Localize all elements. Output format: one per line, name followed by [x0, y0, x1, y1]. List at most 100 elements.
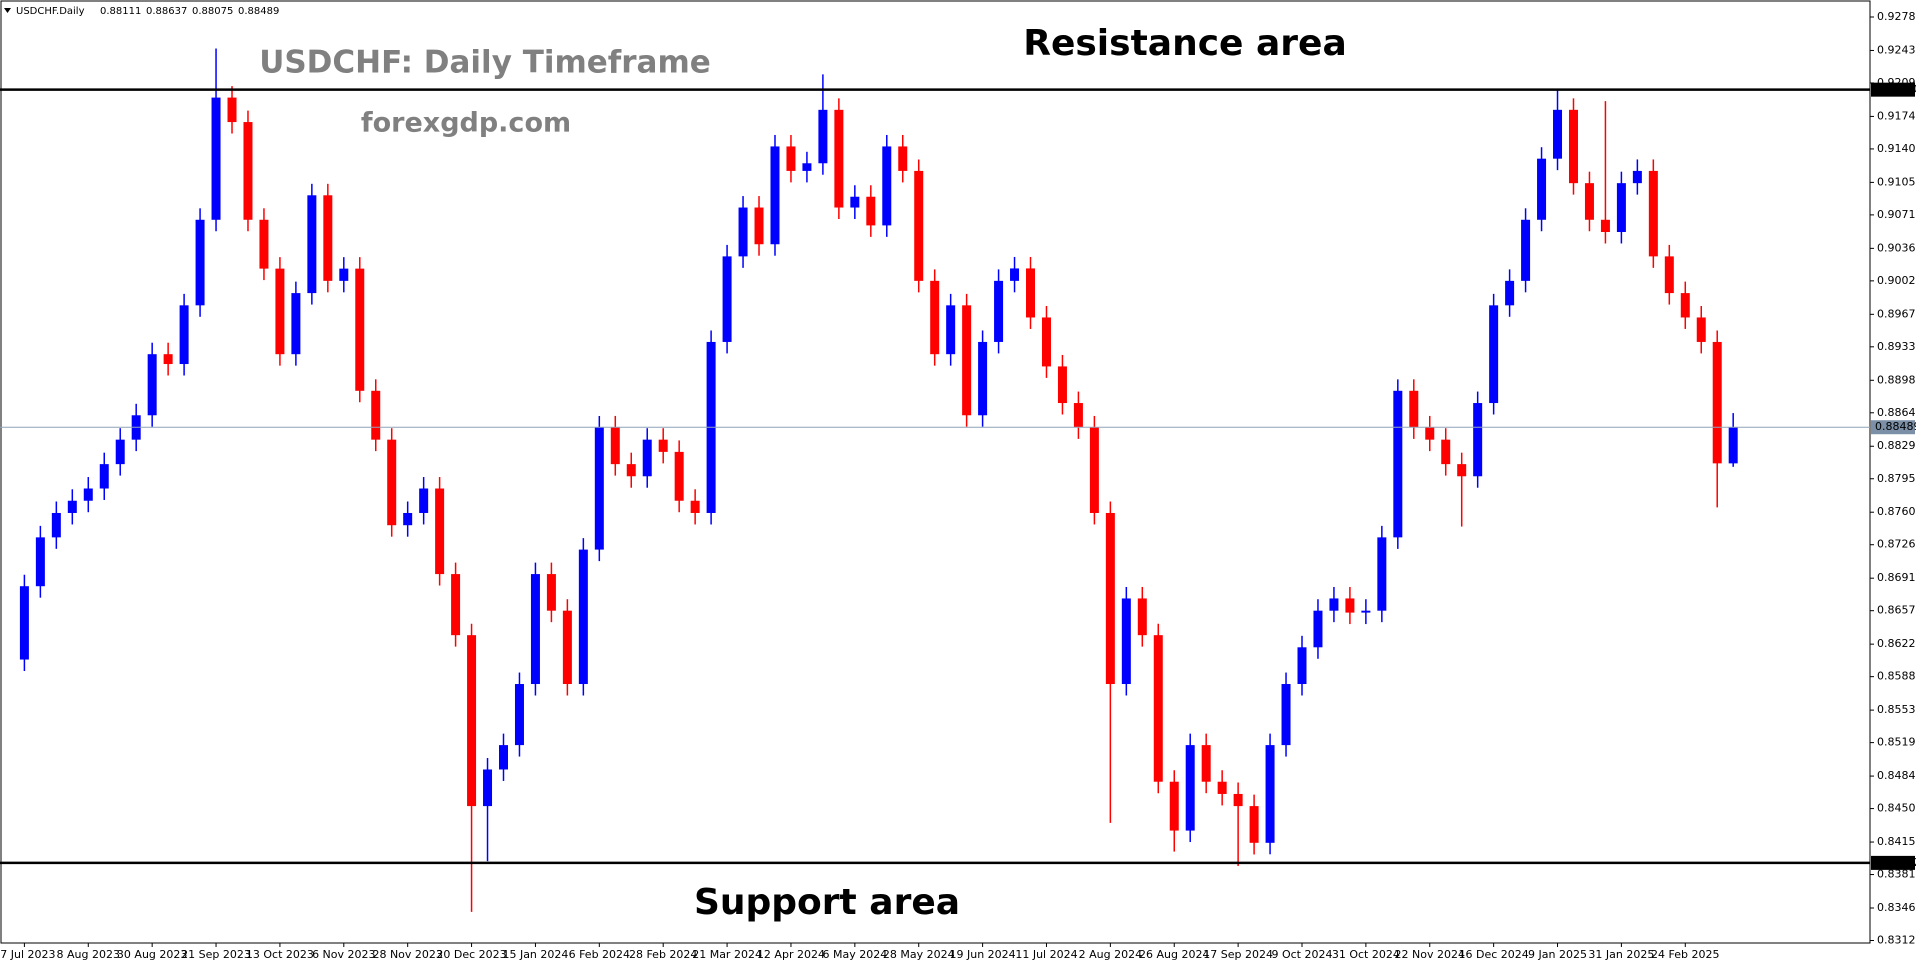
candle-body — [1712, 341, 1722, 464]
x-tick-label: 16 Dec 2024 — [1458, 948, 1528, 961]
candle-body — [419, 488, 429, 513]
x-tick-label: 31 Jan 2025 — [1588, 948, 1654, 961]
level-price-label: 0.92020 — [1875, 83, 1916, 96]
plot-frame — [0, 0, 1871, 944]
x-tick-label: 26 Aug 2024 — [1139, 948, 1209, 961]
candle-body — [403, 512, 413, 526]
candle-body — [1441, 439, 1451, 465]
candle-body — [115, 439, 125, 465]
candle-body — [562, 610, 572, 685]
header-ohlc: 0.88637 — [146, 6, 187, 17]
chart-subtitle: forexgdp.com — [361, 108, 571, 139]
candle-body — [1057, 366, 1067, 404]
symbol-label: USDCHF.Daily — [16, 6, 85, 17]
x-tick-label: 17 Jul 2023 — [0, 948, 56, 961]
x-tick-label: 21 Mar 2024 — [692, 948, 762, 961]
x-tick-label: 19 Jun 2024 — [950, 948, 1016, 961]
candle-body — [227, 97, 237, 123]
candle-body — [1425, 427, 1435, 440]
x-tick-label: 9 Jan 2025 — [1528, 948, 1587, 961]
candle-body — [994, 280, 1004, 342]
candle-body — [371, 390, 381, 440]
candle-body — [1457, 464, 1467, 477]
level-price-box — [1871, 82, 1915, 97]
candle-body — [1537, 158, 1547, 220]
x-tick-label: 8 Aug 2023 — [57, 948, 120, 961]
x-tick-label: 9 Oct 2024 — [1271, 948, 1332, 961]
current-price-box — [1871, 420, 1915, 435]
candle-body — [1137, 598, 1147, 636]
x-tick-label: 13 Oct 2023 — [246, 948, 314, 961]
x-tick-label: 24 Feb 2025 — [1651, 948, 1719, 961]
candle-body — [1329, 598, 1339, 611]
candle-body — [722, 256, 732, 342]
candle-body — [882, 146, 892, 226]
candle-body — [818, 109, 828, 164]
candle-body — [1568, 109, 1578, 184]
candle-body — [1233, 793, 1243, 807]
candle-body — [594, 427, 604, 550]
candle-body — [1105, 512, 1115, 685]
candle-body — [1680, 293, 1690, 318]
candle-body — [642, 439, 652, 477]
candle-body — [978, 341, 988, 416]
resistance-annotation: Resistance area — [1023, 23, 1347, 64]
header-ohlc: 0.88111 — [100, 6, 141, 17]
candle-body — [83, 488, 93, 501]
candle-body — [530, 574, 540, 685]
candle-body — [163, 354, 173, 365]
candle-body — [1153, 635, 1163, 782]
candle-body — [1393, 390, 1403, 538]
x-tick-label: 6 May 2024 — [822, 948, 887, 961]
candle-body — [323, 195, 333, 281]
candle-body — [1616, 183, 1626, 233]
candle-body — [435, 488, 445, 575]
candle-body — [1281, 684, 1291, 746]
candle-body — [1201, 745, 1211, 782]
header-ohlc: 0.88075 — [192, 6, 233, 17]
candle-body — [1600, 219, 1610, 233]
candle-body — [866, 196, 876, 226]
candle-body — [834, 109, 844, 208]
candle-body — [914, 170, 924, 281]
candle-body — [99, 464, 109, 489]
candle-body — [1361, 610, 1371, 613]
candle-body — [610, 427, 620, 465]
candle-body — [690, 500, 700, 513]
candle-body — [1521, 219, 1531, 281]
x-tick-label: 20 Dec 2023 — [436, 948, 506, 961]
candle-body — [754, 207, 764, 245]
candle-body — [67, 500, 77, 513]
candle-body — [674, 451, 684, 501]
candle-body — [850, 196, 860, 208]
candle-body — [51, 512, 61, 538]
x-tick-label: 17 Sep 2024 — [1203, 948, 1273, 961]
x-tick-label: 21 Sep 2023 — [181, 948, 251, 961]
candle-body — [19, 586, 29, 660]
header-ohlc: 0.88489 — [238, 6, 279, 17]
candle-body — [483, 769, 493, 807]
candle-body — [195, 219, 205, 306]
candle-body — [898, 146, 908, 171]
candle-body — [1648, 170, 1658, 257]
candle-body — [930, 280, 940, 355]
x-tick-label: 11 Jul 2024 — [1015, 948, 1077, 961]
x-tick-label: 30 Aug 2023 — [117, 948, 187, 961]
candle-body — [1664, 256, 1674, 294]
x-tick-label: 2 Aug 2024 — [1079, 948, 1142, 961]
candle-body — [1377, 537, 1387, 611]
